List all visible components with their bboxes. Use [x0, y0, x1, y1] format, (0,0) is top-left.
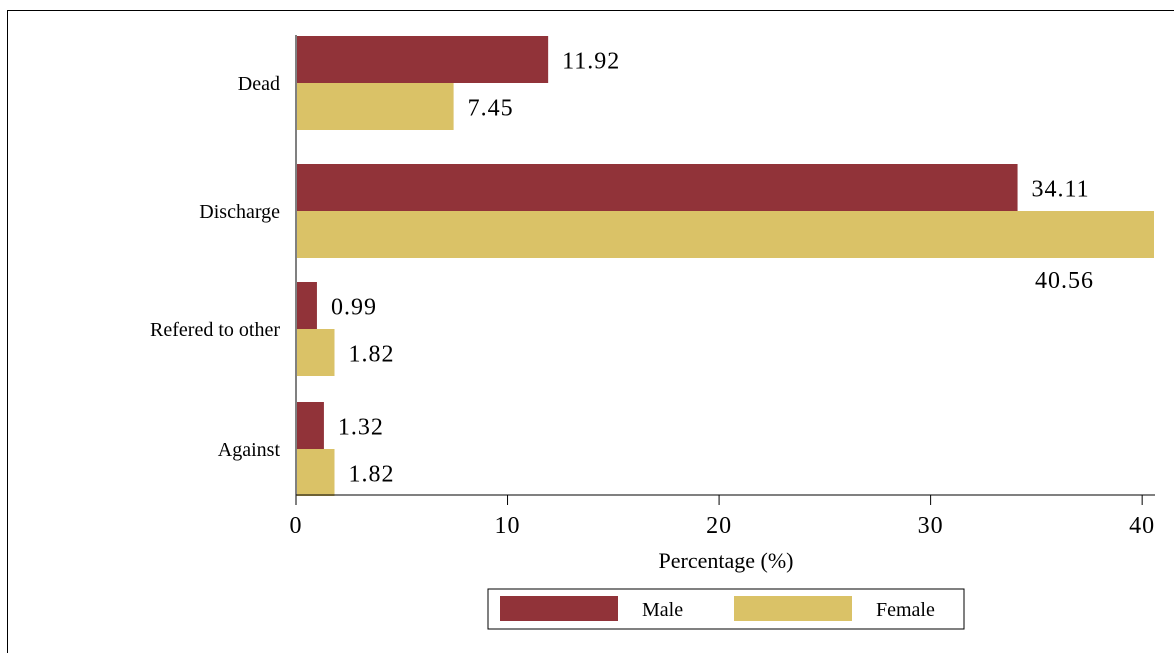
category-label: Refered to other	[150, 319, 280, 341]
value-label-male: 34.11	[1032, 177, 1090, 203]
category-labels-layer: Dead Discharge Refered to other Against	[150, 73, 280, 461]
value-label-female: 7.45	[468, 96, 514, 122]
legend-swatch-female	[734, 596, 852, 621]
value-label-male: 1.32	[338, 415, 384, 441]
value-label-female: 1.82	[349, 342, 395, 368]
bars-layer	[297, 36, 1154, 496]
legend-label-female: Female	[876, 599, 935, 621]
x-ticks-layer: 0 10 20 30 40	[290, 495, 1155, 539]
bar-female	[297, 449, 335, 496]
x-tick-label: 20	[706, 513, 732, 539]
bar-male	[297, 36, 549, 83]
bar-female	[297, 83, 454, 130]
value-labels-layer: 11.92 7.45 34.11 40.56 0.99 1.82 1.32 1.82	[331, 49, 1094, 488]
x-tick-label: 0	[290, 513, 303, 539]
value-label-female: 1.82	[349, 462, 395, 488]
category-label: Dead	[238, 73, 280, 95]
x-tick-label: 30	[918, 513, 944, 539]
x-axis	[295, 35, 1155, 496]
bar-female	[297, 329, 335, 376]
legend-swatch-male	[500, 596, 618, 621]
chart-frame: 11.92 7.45 34.11 40.56 0.99 1.82 1.32 1.82 Dead…	[7, 10, 1174, 653]
x-axis-title: Percentage (%)	[659, 548, 794, 573]
x-tick-label: 10	[495, 513, 521, 539]
category-label: Discharge	[199, 201, 280, 223]
category-label: Against	[218, 439, 281, 461]
x-tick-label: 40	[1129, 513, 1155, 539]
legend-label-male: Male	[642, 599, 683, 621]
legend: Male Female	[487, 588, 965, 630]
value-label-male: 0.99	[331, 295, 377, 321]
bar-male	[297, 164, 1018, 211]
bar-male	[297, 282, 317, 329]
value-label-male: 11.92	[562, 49, 620, 75]
bar-female	[297, 211, 1154, 258]
bar-chart: 11.92 7.45 34.11 40.56 0.99 1.82 1.32 1.82 Dead…	[150, 35, 1155, 630]
bar-male	[297, 402, 324, 449]
value-label-female: 40.56	[1035, 268, 1094, 294]
